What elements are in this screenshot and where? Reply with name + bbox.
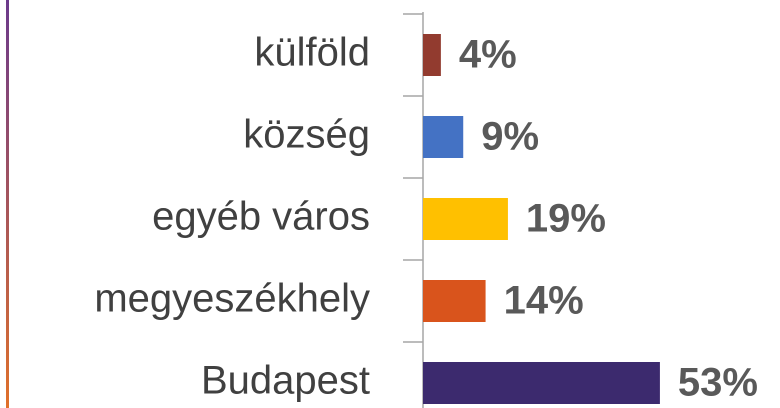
category-label: külföld — [254, 31, 370, 75]
value-label: 19% — [526, 197, 606, 241]
edge-accent — [6, 0, 9, 408]
value-label: 9% — [481, 115, 539, 159]
value-label: 4% — [459, 33, 517, 77]
bar — [423, 362, 660, 404]
bar — [423, 280, 486, 322]
category-label: egyéb város — [152, 195, 370, 239]
bar — [423, 198, 508, 240]
category-label: község — [243, 113, 370, 157]
category-label: megyeszékhely — [94, 277, 370, 321]
bar — [423, 34, 441, 76]
value-label: 14% — [504, 279, 584, 323]
category-label: Budapest — [201, 359, 370, 403]
plot: külföld 4% község 9% egyéb város 19% megyeszék… — [94, 12, 758, 408]
value-label: 53% — [678, 361, 758, 405]
bar — [423, 116, 464, 158]
